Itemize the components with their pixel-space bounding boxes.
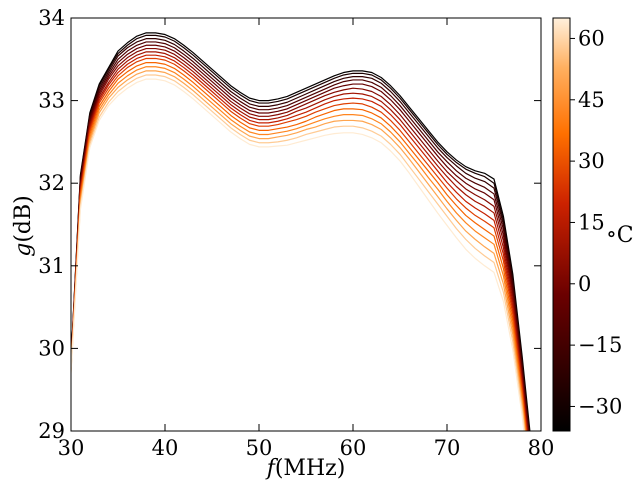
colorbar-tick-label: −15 — [578, 333, 622, 357]
x-axis: 30 40 50 60 70 80 — [58, 18, 555, 460]
series-line-10 — [71, 66, 527, 431]
colorbar-tick-label: 0 — [578, 272, 591, 296]
series-line-7 — [71, 54, 528, 431]
series-line-3 — [71, 41, 530, 431]
colorbar-tick-label: 30 — [578, 149, 605, 173]
y-axis-label-var: g — [11, 243, 36, 257]
series-line-9 — [71, 61, 527, 431]
series-line-0 — [71, 32, 531, 431]
x-tick-label: 70 — [434, 436, 461, 460]
colorbar-ticks: −30 −15 0 15 30 45 60 — [570, 26, 622, 418]
y-axis-label-unit: (dB) — [11, 195, 36, 242]
plot-frame — [70, 17, 542, 432]
series-line-5 — [71, 47, 529, 431]
y-tick-label: 30 — [38, 336, 65, 360]
x-tick-label: 40 — [152, 436, 179, 460]
y-tick-label: 34 — [38, 6, 65, 30]
series-line-6 — [71, 51, 528, 431]
x-axis-label: f(MHz) — [265, 456, 346, 481]
y-tick-label: 29 — [38, 419, 65, 443]
colorbar — [552, 17, 571, 432]
series-line-2 — [71, 38, 530, 431]
y-tick-label: 33 — [38, 89, 65, 113]
series-line-8 — [71, 57, 528, 431]
y-tick-label: 31 — [38, 254, 65, 278]
colorbar-tick-label: 15 — [578, 210, 605, 234]
colorbar-label-degree: ∘ — [606, 222, 617, 247]
series-line-12 — [71, 74, 526, 431]
y-tick-label: 32 — [38, 171, 65, 195]
y-axis: 29 30 31 32 33 34 — [38, 6, 541, 443]
colorbar-label-unit: C — [617, 223, 634, 248]
x-tick-label: 30 — [58, 436, 85, 460]
series-line-13 — [71, 78, 525, 431]
x-tick-label: 80 — [528, 436, 555, 460]
y-axis-label: g(dB) — [11, 195, 36, 257]
colorbar-tick-label: 60 — [578, 26, 605, 50]
series-line-11 — [71, 70, 526, 431]
colorbar-tick-label: −30 — [578, 394, 622, 418]
x-tick-label: 50 — [246, 436, 273, 460]
x-axis-label-unit: (MHz) — [275, 456, 345, 481]
colorbar-tick-label: 45 — [578, 88, 605, 112]
x-tick-label: 60 — [340, 436, 367, 460]
series-line-1 — [71, 34, 531, 431]
series-line-4 — [71, 44, 529, 431]
colorbar-label: ∘C — [606, 222, 634, 248]
series-lines — [71, 32, 531, 431]
